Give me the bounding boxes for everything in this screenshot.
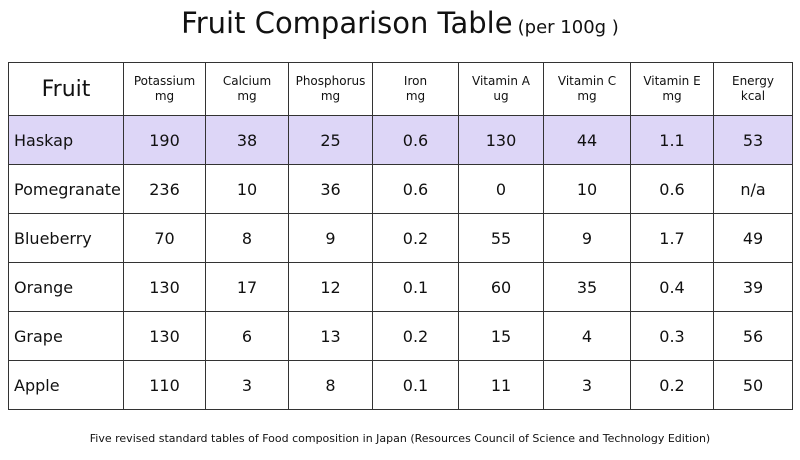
table-cell: 10 bbox=[205, 164, 289, 214]
column-unit: mg bbox=[405, 89, 426, 103]
table-cell: 13 bbox=[288, 311, 373, 361]
table-cell: 60 bbox=[458, 262, 544, 312]
column-unit: mg bbox=[154, 89, 175, 103]
column-name: Fruit bbox=[41, 76, 91, 102]
column-name: Vitamin C bbox=[557, 74, 617, 88]
title: Fruit Comparison Table bbox=[181, 6, 513, 40]
table-cell: 38 bbox=[205, 115, 289, 165]
column-name: Iron bbox=[403, 74, 428, 88]
table-cell: 8 bbox=[288, 360, 373, 410]
table-cell: 130 bbox=[123, 262, 206, 312]
fruit-name: Orange bbox=[8, 262, 124, 312]
column-header: Iron mg bbox=[372, 62, 459, 116]
table-cell: 0.6 bbox=[372, 115, 459, 165]
column-name: Vitamin A bbox=[472, 74, 530, 88]
table-row: Grape 130 6 13 0.2 15 4 0.3 56 bbox=[8, 311, 793, 361]
title-block: Fruit Comparison Table (per 100g ) bbox=[0, 6, 800, 40]
column-header: Phosphorus mg bbox=[288, 62, 373, 116]
fruit-name: Apple bbox=[8, 360, 124, 410]
table-cell: 0.3 bbox=[630, 311, 714, 361]
table-cell: 9 bbox=[288, 213, 373, 263]
table-cell: 0.6 bbox=[630, 164, 714, 214]
table-cell: 0.1 bbox=[372, 360, 459, 410]
table-cell: 25 bbox=[288, 115, 373, 165]
table-cell: 44 bbox=[543, 115, 631, 165]
table-cell: 9 bbox=[543, 213, 631, 263]
comparison-table: Fruit Potassium mg Calcium mg Phosphorus mg Iro… bbox=[8, 62, 793, 410]
table-cell: 35 bbox=[543, 262, 631, 312]
source-note: Five revised standard tables of Food com… bbox=[89, 432, 711, 445]
table-cell: 3 bbox=[543, 360, 631, 410]
table-cell: 8 bbox=[205, 213, 289, 263]
column-unit: mg bbox=[662, 89, 682, 103]
table-cell: 236 bbox=[123, 164, 206, 214]
fruit-name: Pomegranate bbox=[8, 164, 124, 214]
column-name: Energy bbox=[731, 74, 774, 88]
column-name: Potassium bbox=[133, 74, 196, 88]
table-cell: 49 bbox=[713, 213, 793, 263]
table-cell: 12 bbox=[288, 262, 373, 312]
column-header: Energy kcal bbox=[713, 62, 793, 116]
subtitle: (per 100g ) bbox=[517, 17, 619, 38]
table-cell: 0.2 bbox=[630, 360, 714, 410]
column-unit: kcal bbox=[740, 89, 766, 103]
header-row: Fruit Potassium mg Calcium mg Phosphorus mg Iro… bbox=[8, 62, 793, 116]
table-cell: 0.2 bbox=[372, 213, 459, 263]
column-header: Fruit bbox=[8, 62, 124, 116]
table-cell: 0 bbox=[458, 164, 544, 214]
table-cell: 0.6 bbox=[372, 164, 459, 214]
table-cell: 4 bbox=[543, 311, 631, 361]
column-unit: mg bbox=[577, 89, 597, 103]
table-cell: 15 bbox=[458, 311, 544, 361]
column-name: Phosphorus bbox=[295, 74, 366, 88]
column-header: Potassium mg bbox=[123, 62, 206, 116]
column-unit: mg bbox=[237, 89, 257, 103]
table-cell: 0.1 bbox=[372, 262, 459, 312]
table-cell: 1.1 bbox=[630, 115, 714, 165]
table-cell: 70 bbox=[123, 213, 206, 263]
table-cell: 10 bbox=[543, 164, 631, 214]
table-cell: 190 bbox=[123, 115, 206, 165]
table-body: Haskap 190 38 25 0.6 130 44 1.1 53 Pomegranate 236… bbox=[8, 115, 793, 410]
table-row: Haskap 190 38 25 0.6 130 44 1.1 53 bbox=[8, 115, 793, 165]
table-cell: 0.4 bbox=[630, 262, 714, 312]
table-row: Blueberry 70 8 9 0.2 55 9 1.7 49 bbox=[8, 213, 793, 263]
table-row: Pomegranate 236 10 36 0.6 0 10 0.6 n/a bbox=[8, 164, 793, 214]
fruit-name: Haskap bbox=[8, 115, 124, 165]
table-cell: 56 bbox=[713, 311, 793, 361]
table-cell: n/a bbox=[713, 164, 793, 214]
column-unit: mg bbox=[320, 89, 341, 103]
table-cell: 53 bbox=[713, 115, 793, 165]
fruit-name: Blueberry bbox=[8, 213, 124, 263]
table-row: Apple 110 3 8 0.1 11 3 0.2 50 bbox=[8, 360, 793, 410]
table-cell: 6 bbox=[205, 311, 289, 361]
table-cell: 3 bbox=[205, 360, 289, 410]
table-cell: 1.7 bbox=[630, 213, 714, 263]
column-name: Calcium bbox=[222, 74, 272, 88]
table-cell: 17 bbox=[205, 262, 289, 312]
column-header: Calcium mg bbox=[205, 62, 289, 116]
table-cell: 55 bbox=[458, 213, 544, 263]
table-cell: 11 bbox=[458, 360, 544, 410]
table-cell: 36 bbox=[288, 164, 373, 214]
column-unit: ug bbox=[493, 89, 509, 103]
column-name: Vitamin E bbox=[643, 74, 701, 88]
table-row: Orange 130 17 12 0.1 60 35 0.4 39 bbox=[8, 262, 793, 312]
fruit-name: Grape bbox=[8, 311, 124, 361]
table-cell: 110 bbox=[123, 360, 206, 410]
table-cell: 0.2 bbox=[372, 311, 459, 361]
table-cell: 50 bbox=[713, 360, 793, 410]
table-cell: 130 bbox=[458, 115, 544, 165]
table-cell: 130 bbox=[123, 311, 206, 361]
table-cell: 39 bbox=[713, 262, 793, 312]
